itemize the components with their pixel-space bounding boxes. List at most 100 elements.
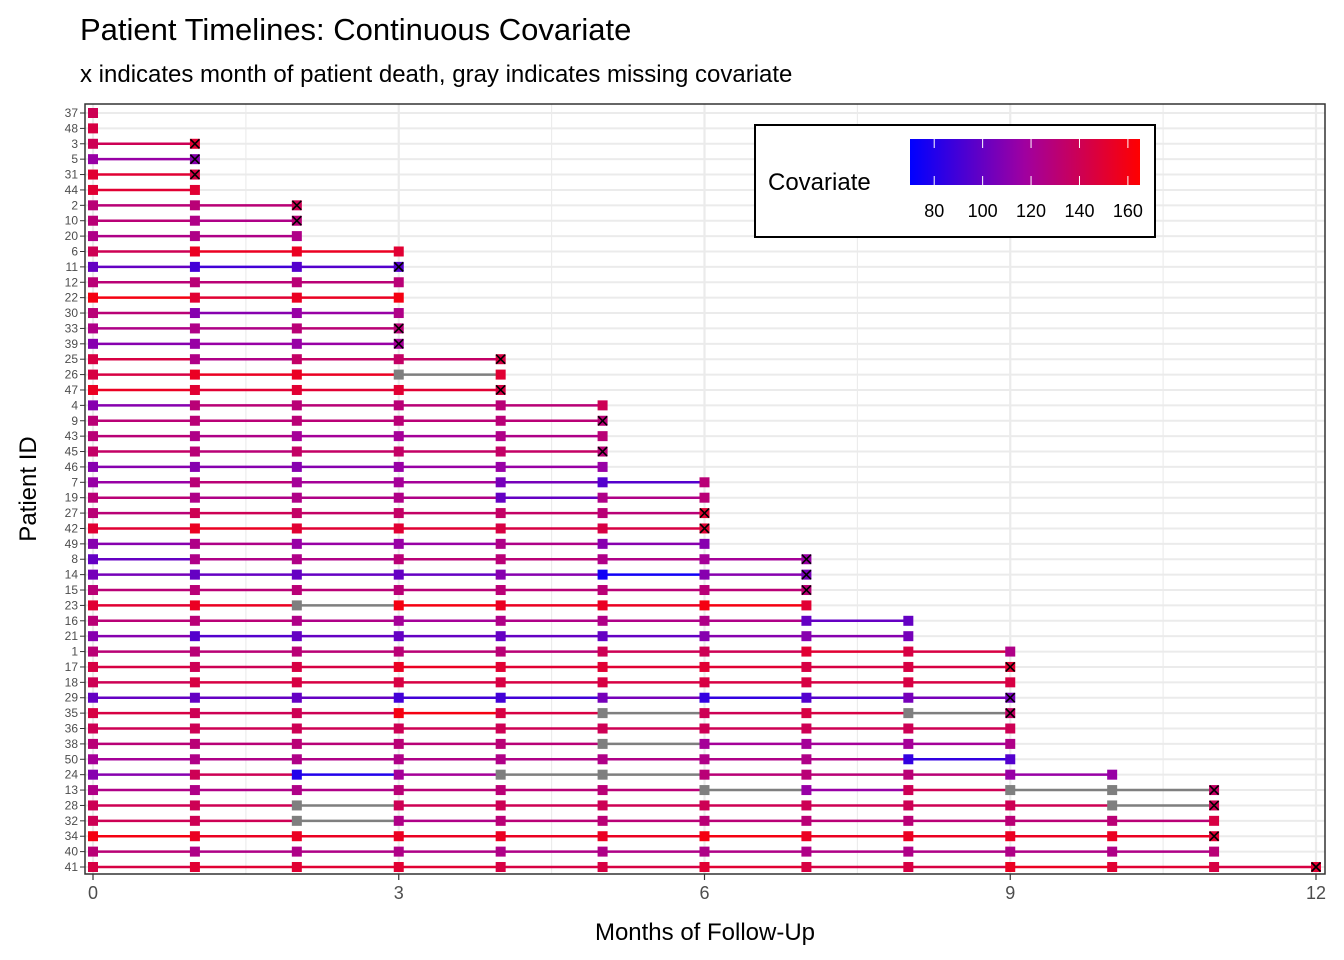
covariate-point bbox=[699, 815, 710, 826]
covariate-point bbox=[393, 415, 404, 426]
covariate-point bbox=[699, 846, 710, 857]
covariate-point bbox=[393, 738, 404, 749]
covariate-point bbox=[88, 569, 98, 580]
covariate-point bbox=[393, 723, 404, 734]
legend: Covariate 80 100 120 140 160 bbox=[754, 124, 1156, 238]
covariate-point bbox=[495, 600, 506, 611]
y-tick-label: 37 bbox=[65, 106, 79, 120]
covariate-point bbox=[1107, 785, 1118, 796]
death-marker bbox=[801, 554, 812, 565]
covariate-point bbox=[88, 800, 98, 811]
covariate-point bbox=[88, 723, 98, 734]
covariate-point bbox=[495, 400, 506, 411]
covariate-point bbox=[189, 692, 200, 703]
y-tick-label: 30 bbox=[65, 306, 79, 320]
y-tick-label: 41 bbox=[65, 860, 79, 874]
y-tick-label: 16 bbox=[65, 614, 79, 628]
covariate-point bbox=[88, 400, 98, 411]
death-marker bbox=[393, 323, 404, 334]
y-tick-label: 8 bbox=[71, 552, 78, 566]
covariate-point bbox=[699, 723, 710, 734]
covariate-point bbox=[1005, 677, 1016, 688]
covariate-point bbox=[393, 708, 404, 719]
covariate-point bbox=[801, 831, 812, 842]
covariate-point bbox=[801, 846, 812, 857]
covariate-point bbox=[903, 769, 914, 780]
covariate-point bbox=[801, 815, 812, 826]
covariate-point bbox=[189, 415, 200, 426]
covariate-point bbox=[495, 646, 506, 657]
covariate-point bbox=[903, 615, 914, 626]
y-tick-label: 4 bbox=[71, 398, 78, 412]
covariate-point bbox=[801, 769, 812, 780]
covariate-point bbox=[495, 661, 506, 672]
y-tick-label: 49 bbox=[65, 537, 79, 551]
x-tick-label: 12 bbox=[1306, 883, 1326, 903]
covariate-point bbox=[88, 692, 98, 703]
y-tick-label: 46 bbox=[65, 460, 79, 474]
chart-subtitle: x indicates month of patient death, gray… bbox=[80, 61, 792, 88]
covariate-point bbox=[699, 862, 710, 872]
covariate-point bbox=[393, 477, 404, 488]
covariate-point bbox=[88, 477, 98, 488]
y-tick-label: 29 bbox=[65, 691, 79, 705]
covariate-point bbox=[189, 615, 200, 626]
covariate-point bbox=[88, 169, 98, 180]
y-tick-label: 15 bbox=[65, 583, 79, 597]
death-marker bbox=[699, 508, 710, 519]
covariate-point bbox=[88, 338, 98, 349]
covariate-point bbox=[291, 323, 302, 334]
covariate-point bbox=[88, 154, 98, 165]
covariate-point bbox=[291, 384, 302, 395]
covariate-point bbox=[597, 785, 608, 796]
covariate-point bbox=[291, 631, 302, 642]
y-tick-label: 45 bbox=[65, 445, 79, 459]
covariate-point bbox=[88, 523, 98, 534]
covariate-point bbox=[88, 261, 98, 272]
y-tick-label: 6 bbox=[71, 244, 78, 258]
covariate-point bbox=[393, 277, 404, 288]
covariate-point bbox=[88, 277, 98, 288]
covariate-point bbox=[88, 677, 98, 688]
covariate-point bbox=[801, 646, 812, 657]
covariate-point bbox=[189, 461, 200, 472]
covariate-point bbox=[291, 661, 302, 672]
covariate-point bbox=[597, 800, 608, 811]
covariate-point bbox=[597, 600, 608, 611]
covariate-point bbox=[88, 846, 98, 857]
covariate-point bbox=[291, 677, 302, 688]
covariate-point bbox=[1209, 862, 1220, 872]
covariate-point bbox=[495, 677, 506, 688]
covariate-point bbox=[88, 369, 98, 380]
death-marker bbox=[801, 569, 812, 580]
y-tick-label: 42 bbox=[65, 521, 79, 535]
covariate-point bbox=[1005, 831, 1016, 842]
covariate-point bbox=[189, 292, 200, 303]
covariate-point bbox=[291, 769, 302, 780]
covariate-point bbox=[597, 677, 608, 688]
timeline-points bbox=[88, 108, 1321, 872]
covariate-point bbox=[597, 538, 608, 549]
y-tick-label: 38 bbox=[65, 737, 79, 751]
y-tick-label: 31 bbox=[65, 168, 79, 182]
covariate-point bbox=[495, 569, 506, 580]
covariate-point bbox=[88, 123, 98, 134]
death-marker bbox=[393, 338, 404, 349]
covariate-point bbox=[189, 754, 200, 765]
death-marker bbox=[699, 523, 710, 534]
covariate-point bbox=[88, 615, 98, 626]
y-tick-label: 20 bbox=[65, 229, 79, 243]
y-tick-label: 43 bbox=[65, 429, 79, 443]
covariate-point bbox=[699, 661, 710, 672]
covariate-point bbox=[189, 538, 200, 549]
covariate-point bbox=[291, 508, 302, 519]
legend-tick-label: 120 bbox=[1016, 201, 1046, 221]
covariate-point bbox=[291, 446, 302, 457]
death-markers bbox=[189, 138, 1322, 873]
covariate-point bbox=[393, 815, 404, 826]
covariate-point bbox=[495, 754, 506, 765]
covariate-point bbox=[88, 769, 98, 780]
covariate-point bbox=[88, 785, 98, 796]
covariate-point bbox=[393, 646, 404, 657]
covariate-point bbox=[903, 646, 914, 657]
